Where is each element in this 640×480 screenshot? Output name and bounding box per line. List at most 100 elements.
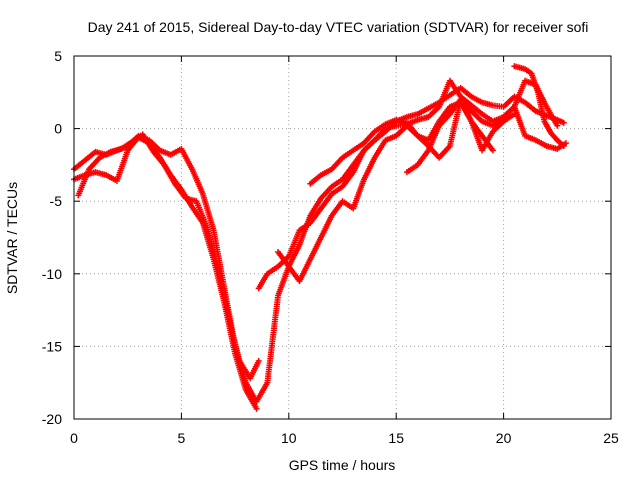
y-tick-label: -15	[42, 338, 62, 354]
data-point	[350, 141, 366, 154]
data-point	[500, 95, 516, 110]
x-tick-label: 25	[603, 430, 619, 446]
data-point	[393, 124, 409, 139]
data-point	[371, 122, 387, 135]
data-point	[457, 96, 474, 123]
data-point	[171, 180, 188, 200]
data-point	[255, 357, 262, 364]
data-point	[307, 207, 323, 226]
data-point	[436, 144, 452, 161]
data-point	[225, 314, 242, 362]
data-point	[534, 89, 547, 123]
data-point	[275, 249, 291, 268]
data-point	[560, 119, 567, 126]
series-track-3	[75, 131, 262, 382]
data-point	[554, 122, 561, 129]
data-point	[253, 381, 270, 405]
data-point	[489, 119, 506, 135]
x-tick-label: 5	[178, 430, 186, 446]
data-point	[86, 156, 102, 173]
plot-frame	[73, 55, 612, 420]
data-point	[75, 168, 92, 199]
data-point	[436, 112, 452, 129]
y-tick-label: -20	[42, 411, 62, 427]
data-point	[150, 148, 166, 167]
data-point	[350, 178, 367, 212]
data-point	[339, 148, 355, 161]
data-point	[350, 149, 367, 176]
data-point	[96, 149, 112, 161]
series-track-7	[403, 96, 518, 176]
data-point	[113, 149, 130, 184]
data-point	[161, 161, 177, 185]
data-point	[371, 138, 388, 161]
data-point	[71, 158, 87, 173]
series-track-2	[71, 134, 260, 412]
series-track-8	[511, 63, 567, 150]
data-points	[71, 63, 569, 412]
data-point	[253, 405, 260, 412]
data-point	[414, 132, 430, 148]
data-point	[318, 214, 334, 241]
data-point	[204, 224, 221, 268]
data-point	[560, 143, 567, 150]
data-point	[403, 119, 420, 138]
data-point	[446, 98, 463, 118]
x-tick-label: 20	[496, 430, 512, 446]
data-point	[189, 166, 206, 196]
data-point	[242, 386, 259, 410]
data-point	[532, 137, 548, 149]
tick-labels: 0 5 10 15 20 25 -20 -15 -10 -5 0 5	[42, 48, 619, 446]
data-point	[360, 138, 377, 154]
data-point	[339, 163, 356, 183]
data-point	[264, 294, 281, 386]
data-point	[285, 229, 302, 260]
x-tick-label: 15	[388, 430, 404, 446]
y-tick-label: -10	[42, 266, 62, 282]
data-point	[193, 198, 210, 229]
data-point	[156, 147, 172, 158]
data-point	[328, 184, 344, 197]
data-point	[255, 272, 270, 292]
axes	[73, 55, 612, 420]
data-point	[382, 117, 398, 128]
y-tick-label: -5	[50, 193, 63, 209]
data-point	[511, 111, 518, 118]
data-point	[528, 70, 541, 94]
data-point	[307, 197, 323, 219]
data-point	[522, 99, 538, 113]
x-axis-label: GPS time / hours	[289, 457, 396, 473]
data-point	[554, 116, 566, 126]
data-point	[468, 102, 484, 116]
data-point	[318, 185, 334, 202]
y-axis-label: SDTVAR / TECUs	[4, 182, 20, 294]
data-point	[339, 170, 356, 190]
data-point	[403, 163, 419, 176]
data-point	[318, 167, 333, 179]
data-point	[328, 199, 345, 219]
data-point	[296, 258, 313, 285]
grid-lines	[74, 56, 611, 419]
data-point	[318, 192, 334, 212]
data-point	[275, 265, 292, 299]
y-tick-label: 5	[54, 48, 62, 64]
data-point	[522, 66, 533, 76]
data-point	[307, 173, 323, 187]
data-point	[360, 156, 377, 183]
data-point	[414, 148, 431, 168]
data-point	[360, 129, 377, 147]
data-point	[178, 145, 195, 171]
x-tick-label: 0	[70, 430, 78, 446]
data-point	[182, 195, 198, 204]
data-point	[446, 77, 463, 98]
data-point	[139, 131, 156, 154]
data-point	[103, 172, 119, 183]
chart-title: Day 241 of 2015, Sidereal Day-to-day VTE…	[88, 19, 589, 35]
data-point	[541, 118, 553, 135]
y-tick-label: 0	[54, 121, 62, 137]
data-point	[307, 236, 324, 263]
x-tick-label: 10	[281, 430, 297, 446]
data-point	[371, 127, 388, 144]
data-point	[511, 79, 528, 110]
data-point	[414, 106, 430, 118]
